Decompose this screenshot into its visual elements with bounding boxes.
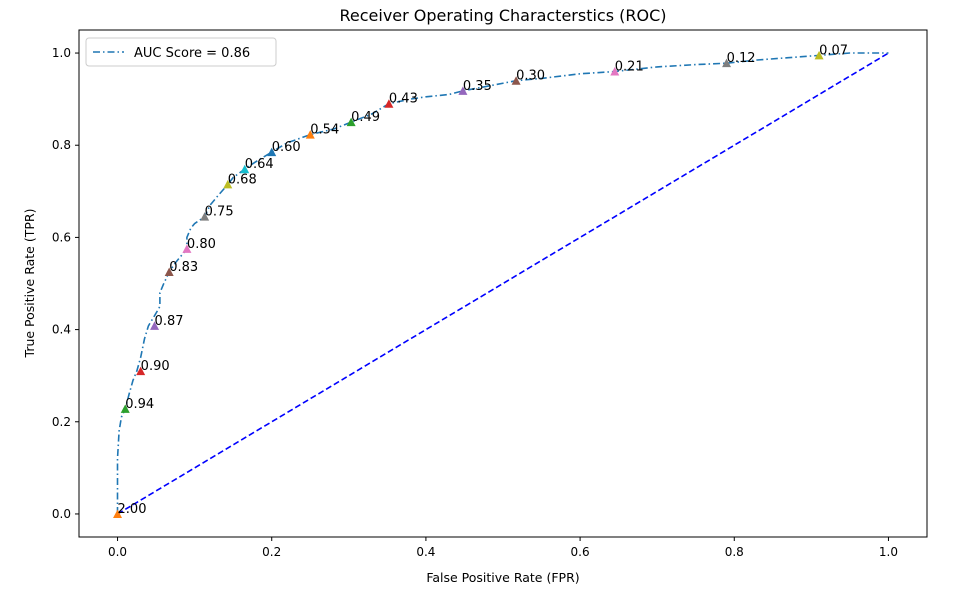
threshold-label: 0.30 [516,69,545,84]
y-tick-label: 0.0 [52,507,71,521]
x-tick-label: 0.4 [416,545,435,559]
threshold-marker [136,366,146,376]
threshold-marker [223,179,233,189]
threshold-label: 0.43 [389,92,418,107]
threshold-marker [511,76,521,85]
x-tick-label: 0.6 [571,545,590,559]
threshold-label: 0.35 [463,79,492,94]
x-tick-label: 0.0 [108,545,127,559]
y-tick-label: 0.6 [52,230,71,244]
chart-title: Receiver Operating Characterstics (ROC) [339,6,666,25]
threshold-label: 0.54 [310,123,339,138]
roc-curve-line [116,52,889,514]
threshold-label: 0.75 [205,205,234,220]
random-classifier-line [117,52,889,515]
legend: AUC Score = 0.86 [85,37,277,67]
threshold-marker [814,50,824,60]
y-tick-label: 0.4 [52,323,71,337]
threshold-marker [150,321,160,330]
x-axis-label: False Positive Rate (FPR) [426,570,579,585]
threshold-marker [305,130,315,139]
threshold-marker [384,99,394,108]
threshold-label: 0.90 [141,359,170,374]
threshold-label: 0.07 [819,43,848,58]
threshold-label: 0.12 [727,51,756,66]
curves [116,52,889,515]
threshold-label: 0.83 [169,260,198,275]
y-tick-label: 0.2 [52,415,71,429]
axis-ticks: 0.0 0.2 0.4 0.6 0.8 1.0 0.0 0.2 0.4 0.6 0.8 1.0 [52,46,898,559]
x-tick-label: 0.8 [725,545,744,559]
threshold-label: 0.68 [228,172,257,187]
threshold-marker [120,404,130,413]
threshold-marker [200,212,210,221]
threshold-label: 2.00 [118,502,147,517]
legend-box [85,37,277,67]
threshold-marker [346,117,356,127]
threshold-label: 0.21 [615,59,644,74]
y-axis-label: True Positive Rate (TPR) [22,209,37,359]
threshold-marker [164,267,174,276]
threshold-label: 0.80 [187,237,216,252]
threshold-marker [458,86,468,95]
threshold-label: 0.94 [125,397,154,412]
threshold-marker [240,164,250,174]
threshold-label: 0.49 [351,110,380,125]
threshold-marker [722,58,732,68]
y-tick-label: 0.8 [52,138,71,152]
x-tick-label: 1.0 [879,545,898,559]
threshold-label: 0.60 [272,140,301,155]
threshold-label: 0.64 [245,157,274,172]
threshold-marker [267,147,277,157]
threshold-label: 0.87 [155,314,184,329]
legend-label: AUC Score = 0.86 [134,46,250,61]
threshold-marker [610,66,620,76]
threshold-marker [182,244,192,253]
threshold-marker [113,509,123,518]
threshold-markers: 2.00 0.94 0.90 0.87 0.83 0.80 0.75 0.680.64 0.60… [113,43,848,518]
y-tick-label: 1.0 [52,46,71,60]
x-tick-label: 0.2 [262,545,281,559]
